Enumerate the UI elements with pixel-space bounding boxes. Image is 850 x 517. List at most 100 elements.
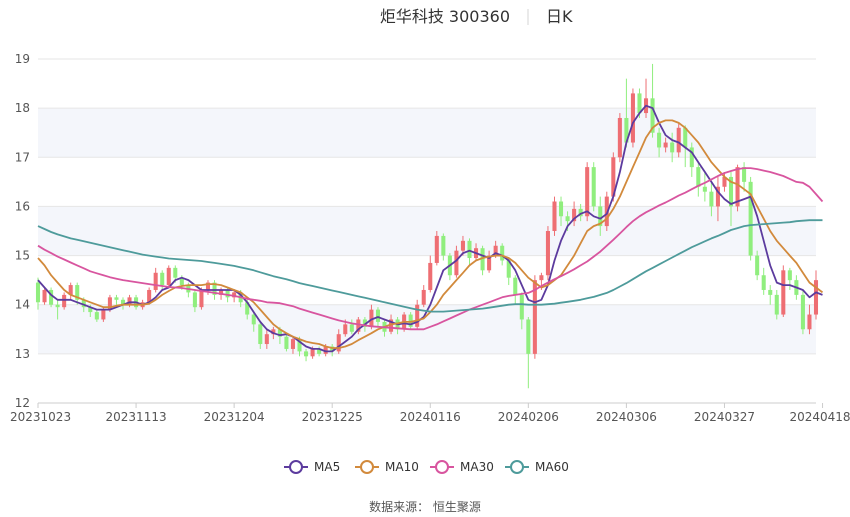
chart-title: 炬华科技 300360 bbox=[380, 7, 510, 26]
legend-marker bbox=[360, 460, 374, 474]
y-tick-label: 13 bbox=[15, 347, 30, 361]
candle-body bbox=[454, 250, 459, 276]
candle-body bbox=[408, 314, 413, 327]
x-tick-label: 20240327 bbox=[694, 410, 755, 424]
candle-body bbox=[349, 324, 354, 332]
candle-body bbox=[251, 314, 256, 325]
y-tick-label: 17 bbox=[15, 150, 30, 164]
x-tick-label: 20240116 bbox=[400, 410, 461, 424]
candle-body bbox=[539, 275, 544, 281]
y-tick-label: 16 bbox=[15, 199, 30, 213]
candle-body bbox=[578, 208, 583, 217]
legend-marker bbox=[435, 460, 449, 474]
y-axis: 12 13 14 15 16 17 18 19 bbox=[15, 52, 30, 410]
candle-body bbox=[225, 289, 230, 298]
y-tick-label: 18 bbox=[15, 101, 30, 115]
legend-label: MA30 bbox=[460, 460, 494, 474]
candle-body bbox=[232, 292, 237, 298]
candle-body bbox=[375, 309, 380, 322]
series-line-ma60 bbox=[37, 219, 823, 313]
candle-body bbox=[147, 289, 152, 303]
candle-body bbox=[153, 272, 158, 290]
y-tick-label: 14 bbox=[15, 298, 30, 312]
candle-body bbox=[68, 285, 73, 295]
candle-body bbox=[742, 167, 747, 182]
series-line-ma30 bbox=[37, 167, 824, 331]
data-source: 数据来源： 恒生聚源 bbox=[369, 499, 481, 514]
legend-marker bbox=[510, 460, 524, 474]
grid-band bbox=[38, 206, 816, 256]
candle-body bbox=[212, 282, 217, 295]
candle-body bbox=[735, 167, 740, 207]
legend-item-ma10[interactable]: MA10 bbox=[355, 460, 419, 474]
candle-body bbox=[323, 346, 328, 354]
candle-body bbox=[526, 319, 531, 354]
x-tick-label: 20240306 bbox=[596, 410, 657, 424]
candle-body bbox=[676, 127, 681, 153]
candle-body bbox=[598, 206, 603, 227]
legend-item-ma5[interactable]: MA5 bbox=[284, 460, 340, 474]
candle-body bbox=[813, 280, 819, 315]
candle-body bbox=[787, 270, 792, 281]
candle-body bbox=[513, 277, 518, 295]
candle-body bbox=[657, 132, 662, 148]
candle-body bbox=[493, 245, 498, 256]
candle-body bbox=[722, 176, 727, 187]
candle-body bbox=[35, 282, 41, 303]
candle-body bbox=[127, 297, 132, 305]
x-tick-label: 20231225 bbox=[302, 410, 363, 424]
legend-item-ma60[interactable]: MA60 bbox=[505, 460, 569, 474]
x-tick-label: 20240206 bbox=[498, 410, 559, 424]
candle-body bbox=[75, 285, 80, 300]
x-tick-label: 20231023 bbox=[10, 410, 71, 424]
candle-body bbox=[500, 245, 505, 261]
candle-body bbox=[343, 324, 348, 335]
candle-body bbox=[441, 235, 446, 256]
candle-body bbox=[290, 339, 296, 349]
legend-label: MA60 bbox=[535, 460, 569, 474]
candle-body bbox=[558, 201, 564, 217]
y-tick-label: 19 bbox=[15, 52, 30, 66]
candle-body bbox=[205, 282, 211, 290]
candle-body bbox=[173, 267, 178, 278]
candle-body bbox=[297, 339, 302, 352]
candle-body bbox=[107, 297, 112, 310]
candle-body bbox=[369, 309, 374, 327]
candle-body bbox=[689, 147, 694, 168]
candle-body bbox=[166, 267, 171, 286]
candle-body bbox=[532, 280, 537, 354]
candle-body bbox=[709, 191, 714, 207]
candle-body bbox=[650, 98, 655, 133]
candle-body bbox=[101, 309, 106, 320]
candle-body bbox=[179, 277, 184, 286]
legend[interactable]: MA5 MA10 MA30 MA60 bbox=[284, 460, 569, 474]
candle-body bbox=[264, 334, 269, 345]
x-tick-label: 20240418 bbox=[789, 410, 850, 424]
candle-body bbox=[415, 304, 420, 327]
candle-body bbox=[310, 348, 315, 357]
grid-band bbox=[38, 304, 816, 354]
candle-body bbox=[519, 294, 524, 320]
x-tick-label: 20231113 bbox=[106, 410, 167, 424]
legend-item-ma30[interactable]: MA30 bbox=[430, 460, 494, 474]
candle-body bbox=[428, 262, 433, 290]
candle-body bbox=[277, 329, 282, 337]
legend-label: MA10 bbox=[385, 460, 419, 474]
candle-body bbox=[591, 167, 596, 207]
candle-body bbox=[304, 351, 309, 357]
candle-body bbox=[356, 319, 361, 332]
candle-body bbox=[421, 289, 426, 305]
candle-body bbox=[715, 186, 720, 207]
candle-body bbox=[219, 289, 224, 295]
candle-body bbox=[271, 329, 276, 335]
candle-body bbox=[768, 289, 773, 295]
candle-body bbox=[120, 299, 126, 305]
candle-body bbox=[663, 142, 668, 148]
candle-body bbox=[630, 93, 635, 143]
candle-body bbox=[49, 289, 54, 305]
candle-body bbox=[258, 324, 263, 345]
candle-body bbox=[637, 93, 642, 114]
candle-body bbox=[565, 216, 570, 222]
y-tick-label: 12 bbox=[15, 396, 30, 410]
